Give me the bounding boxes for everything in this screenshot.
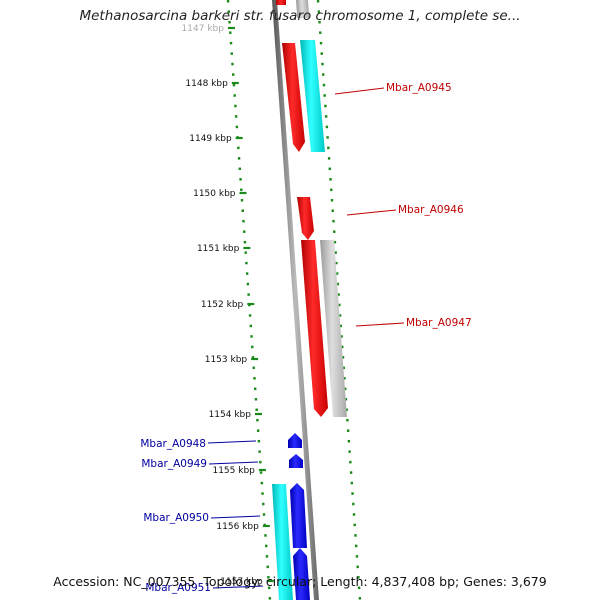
gene-mbar-a0950[interactable]	[290, 483, 307, 548]
gene-label-mbar-a0945[interactable]: Mbar_A0945	[386, 82, 452, 94]
gene-label-leader	[212, 585, 264, 589]
ruler-tick-label: 1152 kbp	[201, 300, 244, 310]
ruler-tick-label: 1150 kbp	[193, 189, 236, 199]
gene-label-mbar-a0949[interactable]: Mbar_A0949	[141, 458, 207, 470]
gene-label-mbar-a0951[interactable]: Mbar_A0951	[145, 582, 211, 594]
gene-labels: Mbar_A0945 Mbar_A0946 Mbar_A0947 Mbar_A0948…	[140, 82, 471, 594]
gene-feature-cyan-2[interactable]	[272, 484, 293, 600]
gene-feature-cyan-1[interactable]	[300, 40, 325, 152]
gene-mbar-a0951[interactable]	[293, 548, 310, 600]
ruler-tick-label: 1147 kbp	[182, 24, 225, 34]
gene-mbar-a0949[interactable]	[289, 454, 303, 468]
gene-feature-top-red	[276, 0, 286, 5]
gene-label-mbar-a0946[interactable]: Mbar_A0946	[398, 204, 464, 216]
gene-label-mbar-a0950[interactable]: Mbar_A0950	[143, 512, 209, 524]
gene-feature-top-gray	[296, 0, 310, 18]
map-footer: Accession: NC_007355 Topology: circular;…	[0, 574, 600, 589]
ruler-right-edge	[316, 0, 362, 601]
topology-text: Topology: circular; Length: 4,837,408 bp…	[203, 574, 547, 589]
ruler-tick-label: 1156 kbp	[216, 522, 259, 532]
ruler-tick-label: 1148 kbp	[185, 79, 228, 89]
ruler-tick-label: 1151 kbp	[197, 244, 240, 254]
gene-label-mbar-a0947[interactable]: Mbar_A0947	[406, 317, 472, 329]
ruler-tick-label: 1153 kbp	[205, 355, 248, 365]
gene-mbar-a0945[interactable]	[282, 43, 305, 152]
ruler-tick-label: 1157 kbp	[220, 577, 263, 587]
ruler-tick-label: 1149 kbp	[189, 134, 232, 144]
gene-feature-gray-1[interactable]	[320, 240, 347, 417]
ruler-tick-label: 1154 kbp	[209, 410, 252, 420]
gene-label-leader	[207, 440, 257, 444]
gene-label-leader	[208, 461, 259, 465]
gene-mbar-a0947[interactable]	[301, 240, 328, 417]
chromosome-backbone	[272, 0, 319, 600]
gene-label-leader	[210, 515, 261, 519]
map-title: Methanosarcina barkeri str. fusaro chrom…	[79, 8, 521, 24]
accession-text: Accession: NC_007355	[53, 574, 196, 589]
gene-label-leader	[334, 87, 385, 95]
gene-label-leader	[346, 209, 397, 216]
gene-label-mbar-a0948[interactable]: Mbar_A0948	[140, 438, 206, 450]
gene-mbar-a0948[interactable]	[288, 433, 302, 448]
gene-label-leader	[355, 322, 405, 327]
ruler-ticks: 1147 kbp 1148 kbp 1149 kbp 1150 kbp 1151 kbp…	[182, 24, 274, 587]
ruler-tick-label: 1155 kbp	[212, 466, 255, 476]
gene-mbar-a0946[interactable]	[297, 197, 314, 240]
